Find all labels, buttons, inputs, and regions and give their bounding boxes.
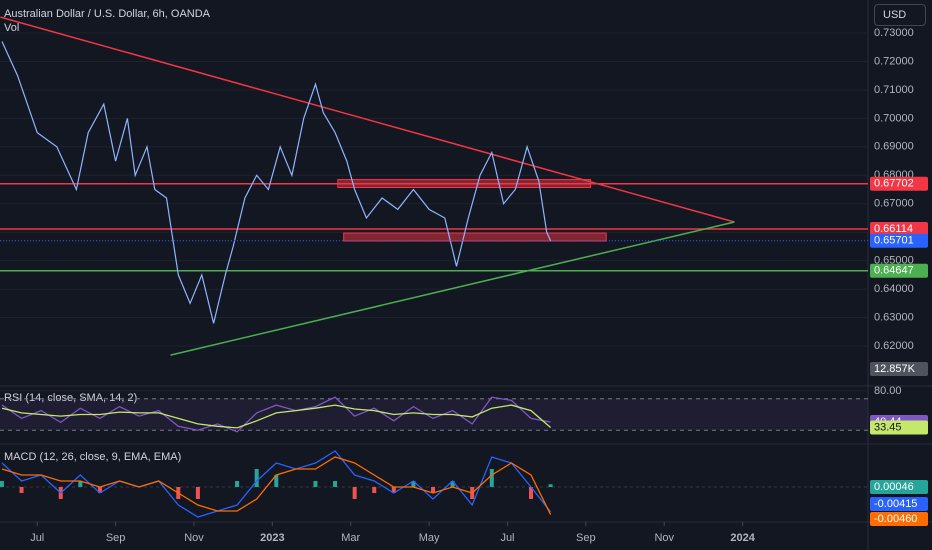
last-value-label: -0.00415 [874,498,917,510]
histogram-bar [489,468,494,487]
volume-label-bg [870,362,928,376]
indicator-line [1,404,552,429]
y-tick-label: 0.67000 [874,198,914,210]
x-tick-label: 2024 [730,532,755,544]
histogram-bar [195,486,200,499]
last-price-label: 0.65701 [874,235,914,247]
last-value-label: -0.00460 [874,513,917,525]
volume-label: 12.857K [874,363,916,375]
level-label-bg [870,176,928,191]
histogram-bar [372,486,377,493]
histogram-bar [548,484,553,487]
histogram-bar [528,486,533,499]
histogram-bar [391,486,396,493]
y-tick-label: 0.69000 [874,141,914,153]
x-tick-label: 2023 [260,532,284,544]
volume-title: Vol [4,22,20,34]
y-tick-label: 0.64000 [874,283,914,295]
indicator-title: MACD (12, 26, close, 9, EMA, EMA) [4,451,181,463]
last-price-label-bg [870,233,928,248]
level-label: 0.67702 [874,178,914,190]
histogram-bar [411,480,416,487]
y-tick-label: 0.65000 [874,255,914,267]
y-tick-label: 80.00 [874,385,902,397]
last-value-label-bg [870,420,928,435]
histogram-bar [235,480,240,487]
histogram-bar [97,486,102,493]
last-value-label: 0.00046 [874,481,914,493]
price-line [1,41,552,324]
x-tick-label: Mar [341,532,360,544]
histogram-bar [313,480,318,487]
last-value-label: 33.45 [874,421,902,433]
y-tick-label: 0.62000 [874,340,914,352]
x-tick-label: May [419,532,440,544]
x-tick-label: Nov [654,532,674,544]
currency-button[interactable]: USD [874,4,926,26]
x-tick-label: Sep [576,532,596,544]
y-tick-label: 0.63000 [874,311,914,323]
x-tick-label: Sep [106,532,126,544]
last-value-label-bg [870,512,928,526]
y-tick-label: 0.72000 [874,55,914,67]
zone [343,232,607,242]
trendline [170,221,735,356]
x-tick-label: Jul [500,532,514,544]
level-label-bg [870,221,928,236]
x-tick-label: Nov [184,532,204,544]
level-label: 0.64647 [874,265,914,277]
indicator-title: RSI (14, close, SMA, 14, 2) [4,392,137,404]
histogram-bar [19,486,24,493]
histogram-bar [352,486,357,499]
histogram-bar [0,480,4,487]
indicator-line [1,456,552,515]
histogram-bar [450,480,455,487]
symbol-title: Australian Dollar / U.S. Dollar, 6h, OAN… [4,8,211,20]
histogram-bar [274,474,279,487]
level-label-bg [870,263,928,278]
y-tick-label: 0.71000 [874,84,914,96]
y-tick-label: 0.70000 [874,112,914,124]
histogram-bar [333,480,338,487]
last-value-label-bg [870,480,928,494]
y-tick-label: 0.73000 [874,27,914,39]
last-value-label-bg [870,497,928,511]
level-label: 0.66114 [874,223,913,235]
x-tick-label: Jul [30,532,44,544]
trendline [0,16,735,223]
histogram-bar [431,486,436,493]
histogram-bar [254,468,259,487]
histogram-bar [78,480,83,487]
